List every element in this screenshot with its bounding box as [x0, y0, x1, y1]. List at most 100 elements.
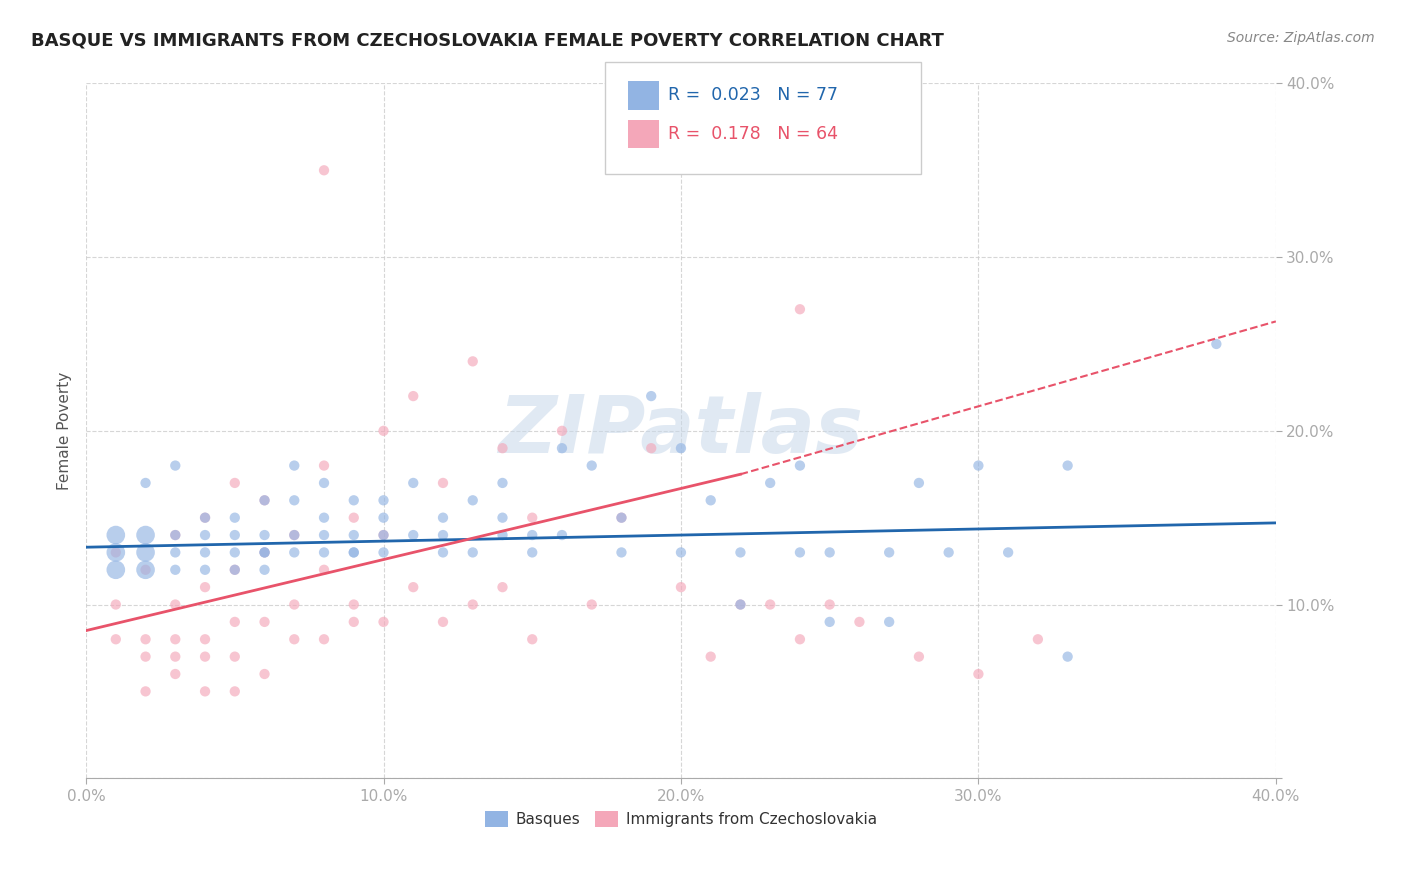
- Point: [224, 563, 246, 577]
- Point: [283, 598, 305, 612]
- Point: [1056, 458, 1078, 473]
- Text: BASQUE VS IMMIGRANTS FROM CZECHOSLOVAKIA FEMALE POVERTY CORRELATION CHART: BASQUE VS IMMIGRANTS FROM CZECHOSLOVAKIA…: [31, 31, 943, 49]
- Point: [224, 684, 246, 698]
- Point: [522, 545, 544, 559]
- Point: [432, 510, 454, 524]
- Point: [253, 545, 276, 559]
- Point: [283, 632, 305, 647]
- Point: [135, 632, 157, 647]
- Point: [283, 528, 305, 542]
- Point: [104, 598, 127, 612]
- Point: [135, 649, 157, 664]
- Point: [461, 493, 484, 508]
- Point: [343, 598, 366, 612]
- Point: [1026, 632, 1049, 647]
- Point: [224, 528, 246, 542]
- Point: [432, 545, 454, 559]
- Point: [699, 649, 721, 664]
- Y-axis label: Female Poverty: Female Poverty: [58, 372, 72, 490]
- Point: [343, 528, 366, 542]
- Point: [104, 545, 127, 559]
- Point: [165, 667, 187, 681]
- Point: [610, 510, 633, 524]
- Point: [343, 545, 366, 559]
- Point: [312, 458, 335, 473]
- Point: [165, 528, 187, 542]
- Point: [343, 493, 366, 508]
- Point: [373, 615, 395, 629]
- Point: [312, 475, 335, 490]
- Point: [402, 580, 425, 594]
- Point: [373, 545, 395, 559]
- Point: [165, 545, 187, 559]
- Point: [283, 493, 305, 508]
- Point: [343, 615, 366, 629]
- Point: [104, 528, 127, 542]
- Point: [224, 615, 246, 629]
- Point: [253, 563, 276, 577]
- Point: [135, 563, 157, 577]
- Point: [194, 528, 217, 542]
- Point: [135, 545, 157, 559]
- Point: [730, 598, 752, 612]
- Point: [253, 493, 276, 508]
- Point: [610, 510, 633, 524]
- Point: [432, 475, 454, 490]
- Point: [283, 545, 305, 559]
- Point: [253, 528, 276, 542]
- Text: R =  0.023   N = 77: R = 0.023 N = 77: [668, 87, 838, 104]
- Point: [312, 632, 335, 647]
- Point: [312, 528, 335, 542]
- Point: [461, 598, 484, 612]
- Point: [491, 528, 513, 542]
- Point: [312, 163, 335, 178]
- Point: [343, 510, 366, 524]
- Point: [461, 354, 484, 368]
- Point: [194, 510, 217, 524]
- Point: [165, 632, 187, 647]
- Point: [551, 528, 574, 542]
- Point: [610, 545, 633, 559]
- Point: [730, 598, 752, 612]
- Point: [373, 510, 395, 524]
- Point: [312, 545, 335, 559]
- Point: [165, 458, 187, 473]
- Point: [253, 545, 276, 559]
- Point: [135, 684, 157, 698]
- Point: [253, 667, 276, 681]
- Point: [104, 632, 127, 647]
- Point: [848, 615, 870, 629]
- Point: [165, 598, 187, 612]
- Point: [253, 615, 276, 629]
- Point: [104, 545, 127, 559]
- Point: [402, 475, 425, 490]
- Point: [818, 598, 841, 612]
- Point: [491, 510, 513, 524]
- Point: [789, 632, 811, 647]
- Point: [640, 389, 662, 403]
- Point: [789, 458, 811, 473]
- Point: [1056, 649, 1078, 664]
- Point: [877, 545, 900, 559]
- Point: [135, 475, 157, 490]
- Point: [967, 667, 990, 681]
- Point: [730, 545, 752, 559]
- Point: [373, 528, 395, 542]
- Point: [759, 598, 782, 612]
- Point: [194, 632, 217, 647]
- Point: [491, 475, 513, 490]
- Point: [373, 528, 395, 542]
- Point: [581, 458, 603, 473]
- Point: [224, 475, 246, 490]
- Point: [522, 528, 544, 542]
- Point: [194, 510, 217, 524]
- Point: [908, 475, 931, 490]
- Point: [522, 632, 544, 647]
- Point: [551, 441, 574, 455]
- Point: [165, 563, 187, 577]
- Point: [253, 545, 276, 559]
- Point: [194, 684, 217, 698]
- Text: R =  0.178   N = 64: R = 0.178 N = 64: [668, 125, 838, 143]
- Point: [818, 615, 841, 629]
- Point: [908, 649, 931, 664]
